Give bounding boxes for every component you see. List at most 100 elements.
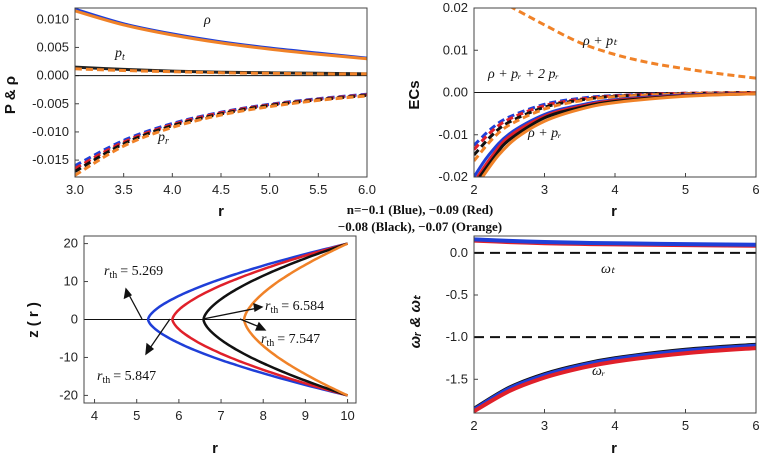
p3-ylabel: z ( r ): [25, 302, 42, 338]
p3-label-throat-5269: rth = 5.269: [104, 264, 163, 281]
p3-throat-arrows: [123, 287, 267, 356]
p2-xtick-label: 3: [541, 182, 548, 197]
p1-series-line-7: [75, 94, 367, 177]
p2-series-group: [474, 8, 756, 177]
p2-xtick-label: 6: [752, 182, 759, 197]
panel-pressure-density: P & ρ r 3.0 3.5 4.0 4.5 5.0 5.5 6.0 0.010 0.005 0…: [2, 7, 376, 220]
p2-ytick-label: 0.02: [443, 0, 468, 15]
p3-label-throat-7547: rth = 7.547: [261, 332, 320, 349]
p3-embedding-curve-3: [242, 242, 349, 397]
p4-series-line-2: [474, 342, 756, 411]
p2-ytick-label: -0.01: [438, 127, 468, 142]
p4-xtick-label: 2: [470, 418, 477, 433]
arrow-line-5847: [147, 318, 171, 352]
p3-ytick-label: 10: [64, 274, 78, 289]
p1-ytick-label: -0.015: [32, 152, 69, 167]
p4-ylabel: ωᵣ & ωₜ: [407, 294, 424, 348]
p2-series-line-8: [481, 92, 756, 177]
p3-frame: [83, 235, 357, 404]
p1-annotation-pr: pr: [157, 130, 169, 147]
p1-ytick-label: -0.005: [32, 96, 69, 111]
p1-series-group: [75, 8, 367, 177]
p3-xtick-label: 8: [260, 408, 267, 423]
p1-ytick-label: 0.000: [36, 68, 69, 83]
p4-xtick-label: 5: [682, 418, 689, 433]
p1-series-line-4: [75, 92, 367, 168]
p4-series-line-1: [474, 237, 756, 247]
p1-series-line-5: [75, 93, 367, 170]
p1-xlabel: r: [218, 203, 224, 220]
p4-ytick-label: -0.5: [446, 287, 468, 302]
p1-series-line-3: [75, 67, 367, 76]
p2-xtick-label: 2: [470, 182, 477, 197]
p4-xlabel: r: [611, 440, 617, 457]
p1-axis-ticks: 3.0 3.5 4.0 4.5 5.0 5.5 6.0 0.010 0.005 0.000 -0.0…: [32, 11, 376, 197]
p1-xtick-label: 6.0: [358, 182, 376, 197]
p3-ytick-label: 0: [71, 312, 78, 327]
p1-ytick-label: 0.010: [36, 11, 69, 26]
p4-axis-ticks: 2 3 4 5 6 0.0 -0.5 -1.0 -1.5: [446, 245, 760, 433]
p2-frame: [473, 7, 757, 178]
p1-xtick-label: 3.5: [115, 182, 133, 197]
panel-energy-conditions: ECs r 2 3 4 5 6 0.02 0.01 0.00 -0.01 -0.02 ρ + pₜ…: [406, 0, 760, 220]
p1-xtick-label: 3.0: [66, 182, 84, 197]
p2-ytick-label: 0.01: [443, 42, 468, 57]
arrow-head-7547: [255, 321, 267, 331]
p4-ytick-label: -1.0: [446, 329, 468, 344]
p1-xtick-label: 5.0: [261, 182, 279, 197]
p3-xtick-label: 9: [302, 408, 309, 423]
panel-embedding-surface: z ( r ) r 4 5 6 7 8 9 10 20 10 0 -10 -20 rth = 5.269…: [25, 235, 357, 457]
p3-xtick-label: 5: [133, 408, 140, 423]
p1-xtick-label: 4.5: [212, 182, 230, 197]
arrow-head-5847: [145, 342, 155, 356]
p1-annotation-rho: ρ: [203, 13, 211, 28]
p3-label-throat-5847: rth = 5.847: [97, 369, 156, 386]
p3-xtick-label: 10: [340, 408, 354, 423]
p1-ytick-label: 0.005: [36, 39, 69, 54]
p3-xlabel: r: [212, 440, 218, 457]
p1-frame: [74, 7, 368, 178]
p3-xtick-label: 7: [217, 408, 224, 423]
p4-series-line-3: [474, 343, 756, 412]
arrow-head-6584: [253, 303, 264, 313]
p4-annotation-omega-r: ωᵣ: [592, 364, 605, 379]
p1-annotation-pt: pt: [114, 46, 125, 63]
p2-series-line-0: [510, 8, 756, 80]
arrow-line-5269: [127, 292, 143, 320]
p2-xtick-label: 5: [682, 182, 689, 197]
p2-annotation-rho-pr: ρ + pᵣ: [527, 126, 562, 141]
p1-ytick-label: -0.010: [32, 124, 69, 139]
p2-xlabel: r: [611, 203, 617, 220]
p2-ytick-label: 0.00: [443, 85, 468, 100]
arrow-head-5269: [123, 287, 133, 300]
p2-annotation-rho-pt: ρ + pₜ: [582, 34, 618, 49]
p2-ytick-label: -0.02: [438, 169, 468, 184]
p3-embedding-curve-1: [171, 242, 348, 397]
p3-xtick-label: 4: [91, 408, 98, 423]
panel-eos-parameters: ωᵣ & ωₜ r 2 3 4 5 6 0.0 -0.5 -1.0 -1.5 ωₜ ωᵣ: [407, 235, 760, 457]
p4-ytick-label: -1.5: [446, 371, 468, 386]
p4-xtick-label: 4: [611, 418, 618, 433]
p2-axis-ticks: 2 3 4 5 6 0.02 0.01 0.00 -0.01 -0.02: [438, 0, 759, 197]
p4-series-group: [474, 237, 756, 413]
p4-xtick-label: 6: [752, 418, 759, 433]
p1-series-line-1: [75, 9, 367, 61]
p2-annotation-sec: ρ + pᵣ + 2 pᵣ: [487, 67, 559, 82]
p3-embedding-curve-0: [146, 242, 348, 397]
p1-ylabel: P & ρ: [2, 76, 19, 114]
arrow-line-6584: [202, 307, 259, 320]
p4-ytick-label: 0.0: [450, 245, 468, 260]
p2-series-line-3: [474, 91, 756, 157]
p2-ylabel: ECs: [406, 80, 423, 109]
p3-axis-ticks: 4 5 6 7 8 9 10 20 10 0 -10 -20: [59, 236, 355, 423]
p1-series-line-6: [75, 93, 367, 173]
p3-ytick-label: -20: [59, 387, 78, 402]
p1-xtick-label: 4.0: [163, 182, 181, 197]
caption-line-1: n=−0.1 (Blue), −0.09 (Red): [347, 202, 493, 217]
p3-xtick-label: 6: [175, 408, 182, 423]
p1-xtick-label: 5.5: [309, 182, 327, 197]
p4-annotation-omega-t: ωₜ: [601, 262, 616, 277]
p4-xtick-label: 3: [541, 418, 548, 433]
p2-xtick-label: 4: [611, 182, 618, 197]
